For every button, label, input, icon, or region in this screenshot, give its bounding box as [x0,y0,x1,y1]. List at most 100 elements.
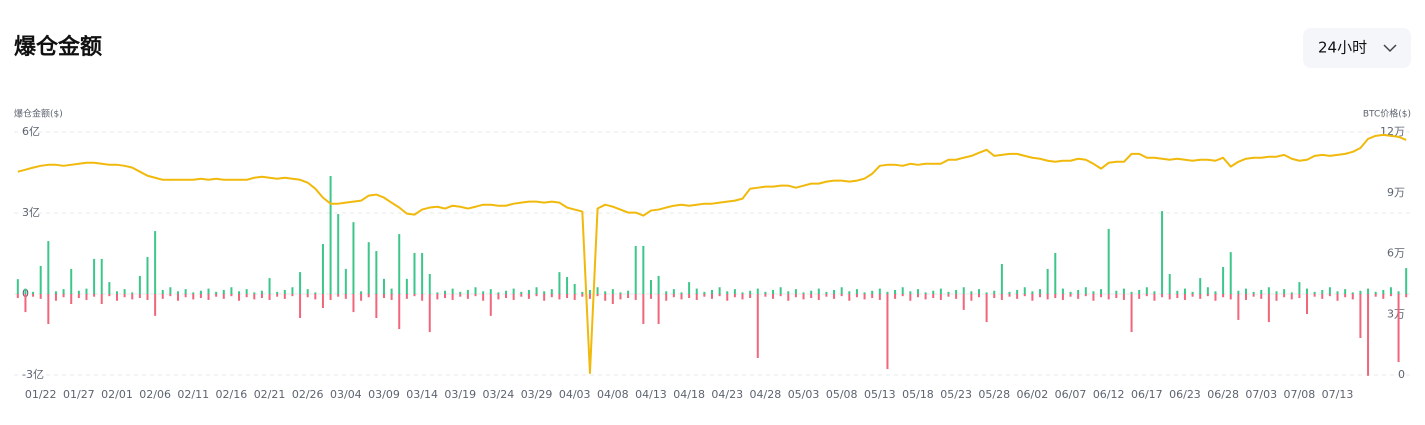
y2-tick-label: 6万 [1387,247,1405,260]
bar [772,294,775,299]
bar [1199,294,1202,299]
bar [1176,294,1179,299]
chevron[interactable] [1383,44,1397,53]
bar [352,294,355,313]
bar [1016,294,1019,299]
bar [199,294,202,299]
bar [77,294,80,299]
bar [1084,287,1087,294]
bar [527,294,530,299]
bar [657,294,660,324]
x-tick-label: 03/19 [444,388,476,401]
bar [1061,294,1064,300]
bar [421,294,424,301]
page-title: 爆仓金额 [14,34,102,60]
bar [1405,294,1408,298]
bar [810,294,813,299]
bar [1229,252,1232,294]
bar [588,289,591,294]
bar [1389,294,1392,297]
bar [764,294,767,297]
bar [695,294,698,300]
bar [1214,291,1217,294]
bar [238,294,241,301]
bar [581,291,584,294]
bar [1046,268,1049,294]
bar [474,287,477,294]
bar [970,291,973,294]
bar [1237,294,1240,320]
bar [474,294,477,297]
bar [588,294,591,299]
bar [306,294,309,298]
bar [367,294,370,298]
bar [108,282,111,294]
x-tick-label: 02/21 [254,388,286,401]
bar [436,292,439,294]
bar [314,292,317,294]
bar [1351,294,1354,300]
bar [1039,294,1042,298]
bar [413,252,416,294]
bar [39,265,42,294]
bar [100,294,103,304]
bar [558,272,561,294]
bar [413,294,416,297]
bar [825,291,828,294]
bar [207,294,210,300]
bar [199,290,202,294]
bar [764,291,767,294]
bar [215,291,218,294]
bar [459,294,462,297]
bar [939,288,942,294]
bar [230,287,233,294]
bar [192,294,195,300]
bar [512,288,515,294]
bar [482,291,485,294]
dropdown-box[interactable] [1303,28,1411,68]
bar [627,290,630,294]
bar [1115,290,1118,294]
bar [1100,294,1103,298]
bar [1298,294,1301,299]
bar [444,294,447,299]
bar [665,294,668,301]
bar [360,294,363,301]
bar [733,289,736,294]
dropdown-label[interactable]: 24小时 [1318,39,1367,57]
bar [1168,294,1171,300]
bar [642,245,645,294]
bar [1313,291,1316,294]
bar [1359,290,1362,294]
bar [909,291,912,294]
bar [1168,274,1171,294]
bar [1016,289,1019,294]
bar [390,288,393,294]
bar [245,294,248,298]
bar [161,289,164,294]
bar [444,290,447,294]
bar [634,294,637,300]
bar [375,251,378,294]
bar [672,289,675,294]
bar [878,294,881,300]
bar [1328,287,1331,294]
bar [291,294,294,297]
bar [619,294,622,300]
bar [1359,294,1362,339]
bar [1046,294,1049,300]
bar [1054,294,1057,299]
bar [161,294,164,299]
bar [1382,294,1385,299]
range-dropdown[interactable]: 24小时 [1303,28,1411,68]
y-tick-label: 6亿 [22,125,40,138]
bar [619,292,622,294]
bar [962,287,965,294]
bar [276,294,279,297]
bar [1260,294,1263,299]
bar [1092,291,1095,294]
bar [794,289,797,294]
bar [1191,294,1194,297]
bar [1008,294,1011,297]
bar [131,292,134,294]
